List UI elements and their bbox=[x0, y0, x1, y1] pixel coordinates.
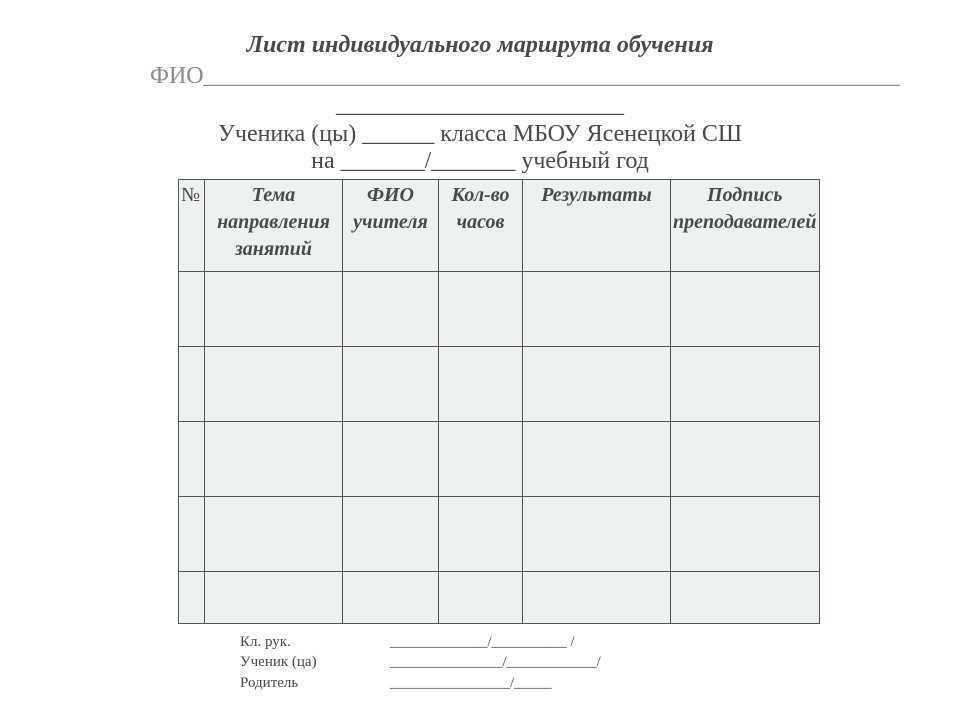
cell bbox=[671, 347, 820, 422]
year-line: на _______/_______ учебный год bbox=[0, 148, 960, 175]
cell bbox=[439, 272, 523, 347]
sig-label-klruk: Кл. рук. bbox=[240, 632, 390, 652]
cell bbox=[523, 497, 671, 572]
fio-underline: ________________________________________… bbox=[204, 63, 900, 89]
table-row bbox=[179, 272, 820, 347]
cell bbox=[205, 272, 343, 347]
cell bbox=[439, 572, 523, 624]
cell bbox=[671, 572, 820, 624]
table-header-row: № Тема направления занятий ФИО учителя К… bbox=[179, 180, 820, 272]
cell bbox=[343, 347, 439, 422]
cell bbox=[179, 497, 205, 572]
student-line: Ученика (цы) ______ класса МБОУ Ясенецко… bbox=[0, 121, 960, 148]
route-table: № Тема направления занятий ФИО учителя К… bbox=[178, 179, 820, 624]
document-page: Лист индивидуального маршрута обучения Ф… bbox=[0, 0, 960, 720]
col-header-num: № bbox=[179, 180, 205, 272]
col-header-topic: Тема направления занятий bbox=[205, 180, 343, 272]
cell bbox=[205, 347, 343, 422]
year-pre: на bbox=[311, 148, 341, 174]
sig-line-klruk: _____________/__________ / bbox=[390, 632, 575, 652]
cell bbox=[523, 422, 671, 497]
cell bbox=[343, 572, 439, 624]
cell bbox=[179, 272, 205, 347]
student-pre: Ученика (цы) bbox=[218, 121, 362, 147]
year-post: учебный год bbox=[515, 148, 649, 174]
fio-line: ФИО_____________________________________… bbox=[0, 63, 960, 90]
sig-label-student: Ученик (ца) bbox=[240, 652, 390, 672]
student-underline: ______ bbox=[362, 121, 434, 147]
sub-underline-line: ________________________ bbox=[0, 92, 960, 119]
sub-underline: ________________________ bbox=[336, 92, 624, 118]
signature-row: Ученик (ца) _______________/____________… bbox=[240, 652, 960, 672]
cell bbox=[671, 422, 820, 497]
cell bbox=[343, 497, 439, 572]
table-row bbox=[179, 572, 820, 624]
student-post: класса МБОУ Ясенецкой СШ bbox=[434, 121, 742, 147]
signature-row: Родитель ________________/_____ bbox=[240, 673, 960, 693]
col-header-sign: Подпись преподавателей bbox=[671, 180, 820, 272]
sig-line-parent: ________________/_____ bbox=[390, 673, 552, 693]
cell bbox=[523, 347, 671, 422]
cell bbox=[205, 497, 343, 572]
sig-label-parent: Родитель bbox=[240, 673, 390, 693]
cell bbox=[439, 422, 523, 497]
page-title: Лист индивидуального маршрута обучения bbox=[0, 0, 960, 59]
cell bbox=[671, 272, 820, 347]
cell bbox=[343, 422, 439, 497]
cell bbox=[523, 572, 671, 624]
cell bbox=[205, 572, 343, 624]
cell bbox=[179, 572, 205, 624]
cell bbox=[343, 272, 439, 347]
cell bbox=[439, 497, 523, 572]
col-header-fio: ФИО учителя bbox=[343, 180, 439, 272]
table-row bbox=[179, 497, 820, 572]
cell bbox=[205, 422, 343, 497]
cell bbox=[523, 272, 671, 347]
table-row bbox=[179, 347, 820, 422]
cell bbox=[179, 422, 205, 497]
col-header-hours: Кол-во часов bbox=[439, 180, 523, 272]
year-u2: _______ bbox=[431, 148, 515, 174]
table-row bbox=[179, 422, 820, 497]
sig-line-student: _______________/____________/ bbox=[390, 652, 601, 672]
cell bbox=[671, 497, 820, 572]
signature-row: Кл. рук. _____________/__________ / bbox=[240, 632, 960, 652]
cell bbox=[439, 347, 523, 422]
fio-label: ФИО bbox=[150, 63, 204, 89]
col-header-results: Результаты bbox=[523, 180, 671, 272]
year-u1: _______ bbox=[341, 148, 425, 174]
signatures-block: Кл. рук. _____________/__________ / Учен… bbox=[240, 632, 960, 693]
cell bbox=[179, 347, 205, 422]
